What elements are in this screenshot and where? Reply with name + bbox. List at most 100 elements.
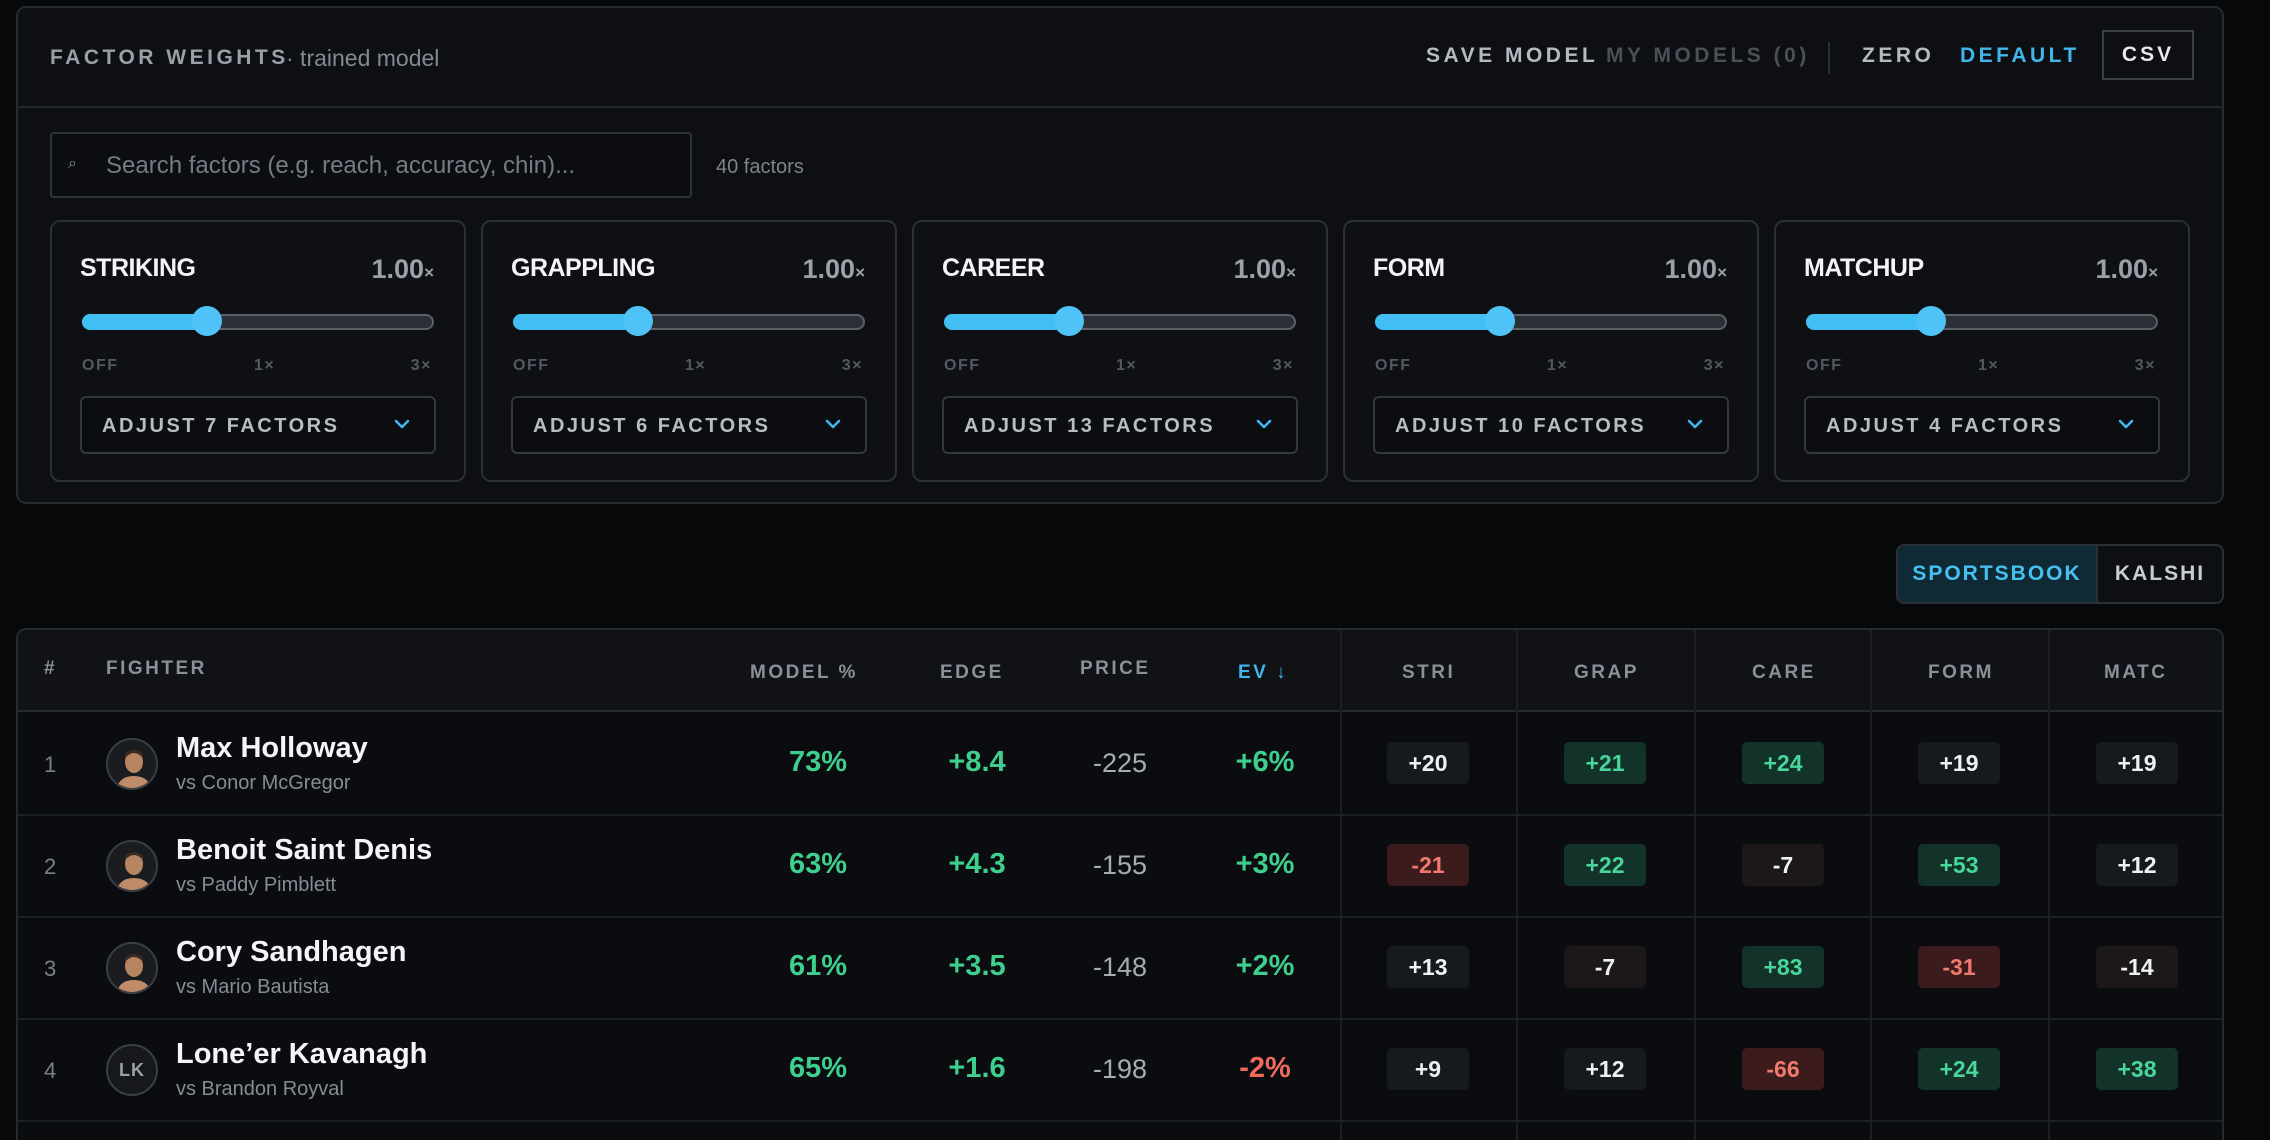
factor-score-grap: +12 [1564,1048,1646,1090]
col-ev-sorted[interactable]: EV ↓ [1238,662,1289,683]
category-name: STRIKING [80,254,196,282]
opponent: vs Paddy Pimblett [176,874,337,896]
fighter-name[interactable]: Lone’er Kavanagh [176,1038,428,1070]
col-fighter[interactable]: FIGHTER [106,658,207,679]
factor-score-stri: +9 [1387,1048,1469,1090]
avatar [106,942,158,994]
slider-thumb[interactable] [1485,306,1515,336]
col-form[interactable]: FORM [1928,662,1994,683]
table-header: # FIGHTER MODEL % EDGE PRICE EV ↓ STRI G… [18,630,2222,712]
factor-score-matc: +12 [2096,844,2178,886]
adjust-factors-label: ADJUST 6 FACTORS [533,415,771,437]
price: -225 [1092,748,1148,778]
csv-button[interactable]: CSV [2102,30,2194,80]
weight-slider[interactable] [1375,306,1727,336]
table-row[interactable]: 1 Max Holloway vs Conor McGregor 73% +8.… [18,714,2222,816]
opponent: vs Conor McGregor [176,772,351,794]
default-button[interactable]: DEFAULT [1960,44,2080,67]
weight-slider[interactable] [513,306,865,336]
column-divider [1694,630,1696,1140]
fighter-name[interactable]: Benoit Saint Denis [176,834,433,866]
my-models-button[interactable]: MY MODELS (0) [1606,44,1810,67]
factor-score-matc: +19 [2096,742,2178,784]
model-percent: 65% [788,1052,848,1084]
rank: 1 [44,752,57,777]
fighter-name[interactable]: Max Holloway [176,732,368,764]
model-percent: 63% [788,848,848,880]
adjust-factors-button[interactable]: ADJUST 6 FACTORS [511,396,867,454]
factor-score-stri: +20 [1387,742,1469,784]
adjust-factors-button[interactable]: ADJUST 13 FACTORS [942,396,1298,454]
weight-slider[interactable] [944,306,1296,336]
avatar [106,840,158,892]
col-edge[interactable]: EDGE [940,662,1004,683]
expected-value: +6% [1235,746,1295,778]
edge: +8.4 [948,746,1006,778]
price: -148 [1092,952,1148,982]
slider-thumb[interactable] [623,306,653,336]
factor-score-care: -66 [1742,1048,1824,1090]
factor-search[interactable]: ⌕ [50,132,692,198]
edge: +3.5 [948,950,1006,982]
col-care[interactable]: CARE [1752,662,1816,683]
category-weight: 1.00× [2095,254,2159,284]
col-grap[interactable]: GRAP [1574,662,1639,683]
chevron-down-icon [394,419,410,429]
adjust-factors-label: ADJUST 4 FACTORS [1826,415,2064,437]
table-row[interactable]: 2 Benoit Saint Denis vs Paddy Pimblett 6… [18,816,2222,918]
chevron-down-icon [1256,419,1272,429]
adjust-factors-label: ADJUST 10 FACTORS [1395,415,1647,437]
weight-slider[interactable] [82,306,434,336]
category-weight: 1.00× [371,254,435,284]
factor-score-care: +83 [1742,946,1824,988]
sportsbook-tab[interactable]: SPORTSBOOK [1898,546,2096,602]
tick-mid: 1× [1978,357,2000,374]
price: -198 [1092,1054,1148,1084]
adjust-factors-button[interactable]: ADJUST 10 FACTORS [1373,396,1729,454]
slider-fill [513,314,638,330]
col-model[interactable]: MODEL % [750,662,858,683]
slider-fill [82,314,207,330]
tick-mid: 1× [1547,357,1569,374]
factor-score-matc: +38 [2096,1048,2178,1090]
panel-title: FACTOR WEIGHTS [50,46,289,69]
factor-score-form: +53 [1918,844,2000,886]
slider-thumb[interactable] [1916,306,1946,336]
adjust-factors-button[interactable]: ADJUST 7 FACTORS [80,396,436,454]
edge: +1.6 [948,1052,1006,1084]
table-row[interactable]: 4 LK Lone’er Kavanagh vs Brandon Royval … [18,1020,2222,1122]
column-divider [1516,630,1518,1140]
factor-score-care: +24 [1742,742,1824,784]
tick-mid: 1× [685,357,707,374]
column-divider [1870,630,1872,1140]
col-matc[interactable]: MATC [2104,662,2168,683]
chevron-down-icon [825,419,841,429]
expected-value: +2% [1235,950,1295,982]
tick-off: OFF [1806,357,1843,374]
chevron-down-icon [2118,419,2134,429]
panel-header: FACTOR WEIGHTS · trained model SAVE MODE… [18,8,2222,108]
table-row[interactable]: 3 Cory Sandhagen vs Mario Bautista 61% +… [18,918,2222,1020]
col-stri[interactable]: STRI [1402,662,1456,683]
col-rank: # [44,658,58,679]
factor-score-grap: +22 [1564,844,1646,886]
fighter-name[interactable]: Cory Sandhagen [176,936,407,968]
factor-score-stri: -21 [1387,844,1469,886]
search-input[interactable] [106,148,676,184]
tick-max: 3× [410,357,432,374]
factor-count: 40 factors [716,156,804,178]
slider-thumb[interactable] [1054,306,1084,336]
save-model-button[interactable]: SAVE MODEL [1426,44,1599,67]
rank: 3 [44,956,57,981]
weight-slider[interactable] [1806,306,2158,336]
factor-score-grap: +21 [1564,742,1646,784]
zero-button[interactable]: ZERO [1862,44,1935,67]
panel-subtitle: · trained model [286,45,440,71]
slider-thumb[interactable] [192,306,222,336]
adjust-factors-label: ADJUST 7 FACTORS [102,415,340,437]
col-price[interactable]: PRICE [1080,658,1151,679]
tick-off: OFF [944,357,981,374]
slider-fill [1806,314,1931,330]
kalshi-tab[interactable]: KALSHI [2096,546,2222,602]
adjust-factors-button[interactable]: ADJUST 4 FACTORS [1804,396,2160,454]
